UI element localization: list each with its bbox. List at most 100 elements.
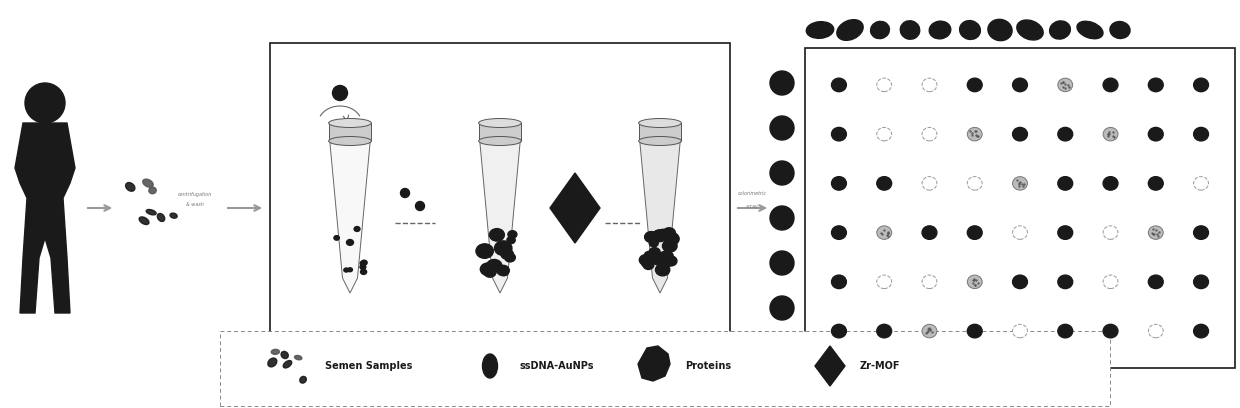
Ellipse shape <box>480 263 495 275</box>
Ellipse shape <box>832 78 847 92</box>
Ellipse shape <box>361 260 367 265</box>
Ellipse shape <box>967 226 982 239</box>
Ellipse shape <box>649 248 660 257</box>
Ellipse shape <box>343 268 348 272</box>
Ellipse shape <box>1017 20 1043 40</box>
Ellipse shape <box>1013 78 1028 92</box>
Circle shape <box>401 188 409 197</box>
Ellipse shape <box>1148 177 1163 190</box>
Ellipse shape <box>1058 78 1073 92</box>
Polygon shape <box>330 141 371 293</box>
Polygon shape <box>480 141 521 293</box>
Ellipse shape <box>149 187 156 194</box>
Ellipse shape <box>1058 324 1073 338</box>
Text: & wash: & wash <box>186 202 203 207</box>
Ellipse shape <box>663 232 676 242</box>
Ellipse shape <box>645 256 653 263</box>
Ellipse shape <box>490 228 505 241</box>
Ellipse shape <box>652 253 666 265</box>
Circle shape <box>25 83 64 123</box>
Ellipse shape <box>486 259 502 272</box>
Ellipse shape <box>870 21 889 39</box>
Ellipse shape <box>837 20 863 40</box>
Ellipse shape <box>877 177 892 190</box>
Ellipse shape <box>347 268 352 272</box>
Ellipse shape <box>1058 275 1073 288</box>
Ellipse shape <box>640 255 652 265</box>
Ellipse shape <box>268 358 277 367</box>
Ellipse shape <box>660 255 673 267</box>
Ellipse shape <box>1104 177 1118 190</box>
Ellipse shape <box>1194 127 1209 141</box>
FancyBboxPatch shape <box>219 331 1110 406</box>
Ellipse shape <box>143 179 154 187</box>
Ellipse shape <box>505 253 516 262</box>
Ellipse shape <box>967 78 982 92</box>
Ellipse shape <box>283 361 291 368</box>
Text: Zr-MOF: Zr-MOF <box>861 361 900 371</box>
Ellipse shape <box>1058 226 1073 239</box>
Text: centrifugation: centrifugation <box>177 192 212 197</box>
Ellipse shape <box>1148 275 1163 288</box>
Ellipse shape <box>645 232 657 242</box>
Ellipse shape <box>639 137 681 146</box>
Ellipse shape <box>1104 127 1118 141</box>
Ellipse shape <box>662 240 677 252</box>
Ellipse shape <box>300 377 306 383</box>
FancyBboxPatch shape <box>479 123 521 141</box>
Ellipse shape <box>923 275 937 288</box>
Ellipse shape <box>641 261 649 266</box>
Ellipse shape <box>967 177 982 190</box>
Ellipse shape <box>484 267 496 277</box>
Ellipse shape <box>877 275 892 288</box>
Ellipse shape <box>157 213 165 222</box>
Text: array: array <box>745 204 759 209</box>
Ellipse shape <box>1194 324 1209 338</box>
Ellipse shape <box>500 268 508 275</box>
Ellipse shape <box>507 237 516 244</box>
Ellipse shape <box>1058 177 1073 190</box>
Ellipse shape <box>170 213 177 218</box>
Ellipse shape <box>272 349 279 354</box>
Ellipse shape <box>663 252 673 260</box>
Ellipse shape <box>650 239 658 247</box>
Ellipse shape <box>660 251 670 260</box>
Ellipse shape <box>663 233 680 245</box>
Ellipse shape <box>139 217 149 224</box>
Ellipse shape <box>644 260 653 269</box>
Circle shape <box>770 161 794 185</box>
Polygon shape <box>15 123 74 313</box>
Circle shape <box>415 202 424 211</box>
Ellipse shape <box>1049 21 1070 39</box>
Text: ssDNA-AuNPs: ssDNA-AuNPs <box>520 361 594 371</box>
Ellipse shape <box>281 351 288 359</box>
Ellipse shape <box>1148 324 1163 338</box>
Ellipse shape <box>334 236 340 240</box>
Ellipse shape <box>1078 21 1104 39</box>
Ellipse shape <box>1104 78 1118 92</box>
Ellipse shape <box>923 127 937 141</box>
FancyBboxPatch shape <box>805 48 1235 368</box>
Ellipse shape <box>501 249 513 259</box>
Polygon shape <box>639 346 670 381</box>
Ellipse shape <box>960 20 981 40</box>
FancyBboxPatch shape <box>639 123 681 141</box>
Ellipse shape <box>967 275 982 288</box>
Ellipse shape <box>1194 78 1209 92</box>
Ellipse shape <box>923 78 937 92</box>
Ellipse shape <box>656 264 670 276</box>
Ellipse shape <box>639 118 681 127</box>
Ellipse shape <box>1148 78 1163 92</box>
Ellipse shape <box>1104 324 1118 338</box>
Ellipse shape <box>295 355 301 360</box>
FancyBboxPatch shape <box>329 123 371 141</box>
Ellipse shape <box>508 231 517 238</box>
Ellipse shape <box>647 232 657 240</box>
Ellipse shape <box>988 19 1012 41</box>
Ellipse shape <box>832 127 847 141</box>
Ellipse shape <box>1013 275 1028 288</box>
Ellipse shape <box>476 244 494 258</box>
Text: colorimetric: colorimetric <box>738 191 766 196</box>
Ellipse shape <box>1013 177 1028 190</box>
Ellipse shape <box>900 21 920 39</box>
